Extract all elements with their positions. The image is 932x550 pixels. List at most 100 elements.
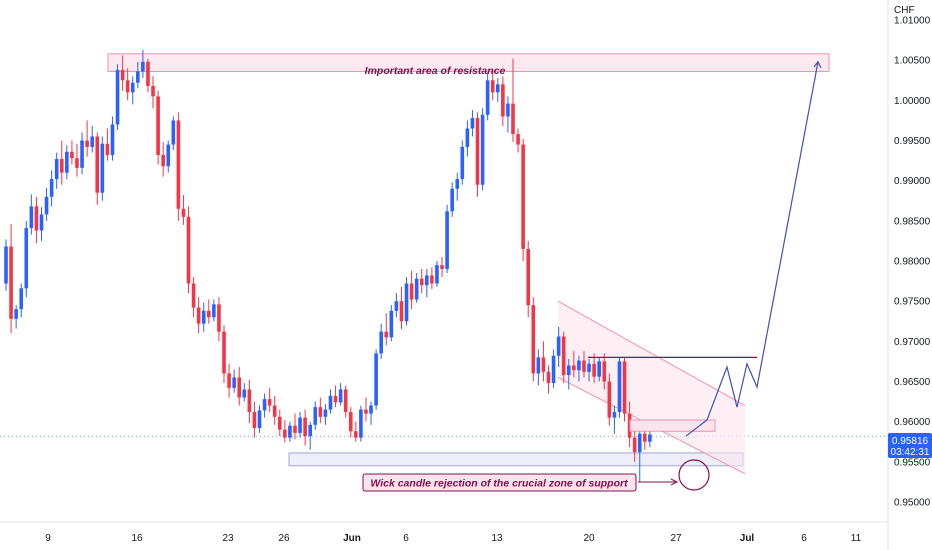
- candle: [445, 204, 449, 274]
- price-tick-label: 0.95500: [894, 457, 931, 468]
- candle: [217, 297, 221, 342]
- candle-body: [293, 425, 297, 433]
- candle-body: [313, 407, 318, 425]
- time-tick-label: 23: [222, 533, 234, 544]
- candle: [85, 120, 89, 157]
- time-tick-label: 9: [45, 533, 51, 544]
- candle-body: [283, 429, 287, 438]
- projection-arrowhead: [813, 60, 822, 69]
- candle-body: [384, 331, 389, 338]
- candle: [343, 385, 348, 418]
- candle: [298, 411, 302, 438]
- candle-body: [577, 360, 581, 371]
- candle: [511, 58, 515, 143]
- candle: [283, 420, 287, 443]
- support-annotation[interactable]: Wick candle rejection of the crucial zon…: [370, 478, 628, 490]
- candle-body: [338, 389, 343, 403]
- bar-countdown: 03:42:31: [891, 447, 930, 458]
- candle: [348, 407, 353, 438]
- candle-body: [501, 84, 505, 117]
- projection-path: [685, 61, 819, 437]
- support-annotation-box[interactable]: [362, 473, 637, 492]
- price-tick-label: 1.00500: [894, 56, 931, 67]
- price-tick-label: 0.96000: [894, 417, 931, 428]
- time-tick-label: 27: [670, 533, 682, 544]
- resistance-annotation[interactable]: Important area of resistance: [365, 65, 506, 77]
- candle: [65, 145, 69, 180]
- candle: [318, 397, 323, 424]
- candle: [622, 357, 627, 422]
- candle: [359, 405, 363, 442]
- candle: [70, 140, 74, 165]
- candle: [313, 401, 318, 430]
- candle-body: [130, 82, 135, 93]
- candle-body: [622, 361, 627, 414]
- candle-body: [343, 389, 348, 412]
- candle: [90, 126, 94, 153]
- candle-body: [161, 154, 165, 167]
- candle: [587, 358, 591, 382]
- candle-body: [115, 69, 120, 125]
- candle: [455, 172, 460, 201]
- candle: [607, 373, 612, 426]
- price-axis[interactable]: 1.01000 1.00500 1.00000 0.99500 0.99000 0.985…: [894, 16, 931, 509]
- candle: [100, 136, 105, 201]
- candle-body: [425, 275, 429, 286]
- candle-body: [303, 417, 307, 437]
- candle: [556, 326, 561, 368]
- candle: [257, 405, 262, 433]
- candle: [130, 76, 135, 105]
- candle-body: [227, 373, 231, 388]
- candle: [136, 61, 140, 89]
- candle-body: [541, 357, 546, 372]
- candle: [232, 369, 236, 393]
- candle: [572, 350, 576, 378]
- candle-body: [516, 134, 520, 145]
- candle-body: [612, 411, 617, 418]
- price-tick-label: 0.99000: [894, 176, 931, 187]
- candle: [151, 76, 155, 109]
- candle-body: [617, 361, 622, 412]
- candle-body: [90, 136, 94, 147]
- candle-body: [54, 159, 59, 180]
- candle: [414, 273, 419, 303]
- candle: [546, 365, 551, 394]
- candle-body: [369, 405, 373, 414]
- candle: [19, 283, 24, 318]
- candle-body: [105, 143, 110, 155]
- candle-body: [475, 118, 480, 185]
- candle-body: [556, 336, 561, 356]
- candle: [460, 140, 465, 185]
- candle: [526, 240, 531, 318]
- candle: [394, 293, 399, 318]
- candle: [288, 421, 292, 442]
- candle: [582, 350, 586, 378]
- candle-body: [171, 120, 176, 145]
- candle: [602, 353, 607, 390]
- candle-body: [176, 120, 181, 209]
- candle-body: [470, 118, 475, 129]
- candle-body: [14, 309, 18, 319]
- time-tick-label: 6: [801, 533, 807, 544]
- price-tick-label: 1.00000: [894, 96, 931, 107]
- candle: [328, 389, 333, 414]
- candle: [54, 152, 59, 189]
- candle-body: [450, 188, 454, 212]
- candle-body: [333, 395, 338, 403]
- candle: [592, 353, 596, 384]
- candle: [181, 195, 186, 225]
- candle-body: [29, 206, 34, 229]
- candle: [374, 349, 378, 410]
- candle-body: [308, 424, 312, 437]
- current-price-tag[interactable]: 0.95816 03:42:31: [888, 433, 932, 458]
- candle: [44, 187, 49, 221]
- candle-body: [181, 208, 186, 217]
- time-axis[interactable]: 9 16 23 26 Jun 6 13 20 27 Jul 6 11: [45, 533, 861, 544]
- candle: [516, 128, 520, 153]
- candle-body: [495, 84, 500, 93]
- candle-body: [65, 151, 69, 173]
- price-tick-label: 0.98500: [894, 216, 931, 227]
- candle: [222, 325, 226, 384]
- candle-body: [80, 140, 84, 168]
